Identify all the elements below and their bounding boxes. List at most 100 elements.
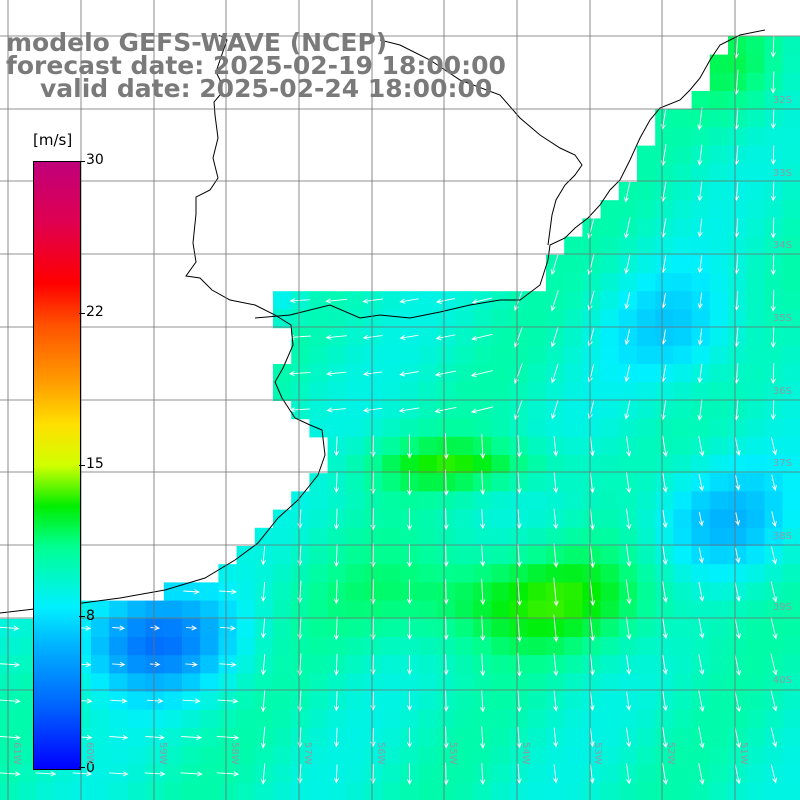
wind-arrow <box>370 763 376 785</box>
wind-speed-cell <box>564 364 583 383</box>
wind-speed-cell <box>564 782 583 800</box>
wind-speed-cell <box>691 709 711 729</box>
wind-speed-cell <box>273 709 292 729</box>
wind-speed-cell <box>291 564 310 583</box>
wind-arrow <box>553 436 559 457</box>
wind-arrow <box>698 726 705 749</box>
wind-speed-cell <box>364 309 383 329</box>
wind-speed-cell <box>218 782 238 800</box>
wind-arrow <box>770 437 778 456</box>
wind-speed-cell <box>455 345 474 365</box>
wind-speed-cell <box>491 491 511 511</box>
wind-speed-cell <box>364 382 383 401</box>
wind-speed-cell <box>709 54 729 74</box>
wind-speed-cell <box>564 728 583 747</box>
wind-arrow <box>471 297 493 305</box>
wind-speed-cell <box>18 764 37 784</box>
wind-speed-cell <box>782 218 800 238</box>
wind-speed-cell <box>236 691 256 711</box>
wind-arrow <box>550 253 559 276</box>
wind-speed-cell <box>273 309 292 329</box>
wind-speed-cell <box>673 163 693 183</box>
wind-arrow <box>112 661 126 668</box>
wind-arrow <box>297 509 303 530</box>
wind-speed-cell <box>637 400 656 420</box>
wind-speed-cell <box>709 564 729 583</box>
wind-speed-cell <box>655 309 674 329</box>
wind-arrow <box>260 690 266 713</box>
wind-speed-cell <box>455 364 474 383</box>
lat-label: 36S <box>772 386 792 397</box>
wind-speed-cell <box>236 600 256 620</box>
wind-arrow <box>260 581 266 603</box>
wind-speed-cell <box>473 709 492 729</box>
wind-arrow <box>735 474 741 491</box>
wind-speed-cell <box>182 673 201 693</box>
wind-speed-cell <box>582 673 602 693</box>
wind-speed-cell <box>655 709 674 729</box>
wind-speed-cell <box>382 728 401 747</box>
wind-speed-cell <box>764 309 784 329</box>
wind-speed-cell <box>746 455 765 474</box>
wind-speed-cell <box>327 455 347 474</box>
wind-speed-cell <box>127 655 147 674</box>
wind-speed-cell <box>600 273 620 292</box>
wind-speed-cell <box>764 746 784 765</box>
wind-arrow <box>370 691 376 711</box>
wind-arrow <box>734 582 741 602</box>
wind-arrow <box>589 727 595 748</box>
wind-speed-cell <box>618 273 638 292</box>
wind-arrow <box>770 253 776 276</box>
wind-speed-cell <box>491 364 511 383</box>
wind-arrow <box>260 545 267 566</box>
wind-arrow <box>516 435 522 458</box>
wind-speed-cell <box>18 655 37 674</box>
wind-speed-cell <box>782 182 800 201</box>
wind-arrow <box>770 181 776 202</box>
wind-speed-cell <box>509 455 529 474</box>
wind-arrow <box>480 578 486 606</box>
wind-speed-cell <box>527 673 547 693</box>
wind-arrow <box>697 107 703 131</box>
wind-speed-cell <box>364 455 383 474</box>
wind-speed-cell <box>218 600 238 620</box>
wind-speed-cell <box>418 673 438 693</box>
wind-speed-cell <box>709 691 729 711</box>
wind-speed-cell <box>491 655 511 674</box>
wind-speed-cell <box>91 637 110 656</box>
wind-speed-cell <box>782 163 800 183</box>
wind-speed-cell <box>764 782 784 800</box>
wind-arrow <box>514 326 523 348</box>
wind-arrow <box>625 472 632 494</box>
wind-speed-cell <box>127 764 147 784</box>
lon-label: 57W <box>302 742 313 765</box>
wind-speed-cell <box>709 182 729 201</box>
wind-arrow <box>333 544 339 568</box>
wind-speed-cell <box>127 691 147 711</box>
wind-speed-cell <box>436 673 456 693</box>
wind-speed-cell <box>691 236 711 256</box>
wind-speed-cell <box>673 182 693 201</box>
wind-speed-cell <box>582 746 602 765</box>
wind-speed-cell <box>782 436 800 456</box>
wind-speed-cell <box>782 345 800 365</box>
wind-speed-cell <box>345 655 365 674</box>
wind-arrow <box>698 654 705 676</box>
wind-speed-cell <box>673 382 693 401</box>
wind-speed-cell <box>582 309 602 329</box>
wind-speed-cell <box>637 600 656 620</box>
wind-speed-cell <box>455 436 474 456</box>
wind-speed-cell <box>655 345 674 365</box>
wind-speed-cell <box>527 600 547 620</box>
wind-arrow <box>297 545 303 567</box>
wind-speed-cell <box>764 564 784 583</box>
wind-arrow <box>589 764 595 784</box>
wind-arrow <box>370 727 376 748</box>
wind-speed-cell <box>91 782 110 800</box>
wind-speed-cell <box>691 163 711 183</box>
wind-speed-cell <box>236 618 256 638</box>
wind-speed-cell <box>618 345 638 365</box>
wind-speed-cell <box>709 91 729 110</box>
wind-speed-cell <box>709 673 729 693</box>
wind-arrow <box>216 771 240 777</box>
